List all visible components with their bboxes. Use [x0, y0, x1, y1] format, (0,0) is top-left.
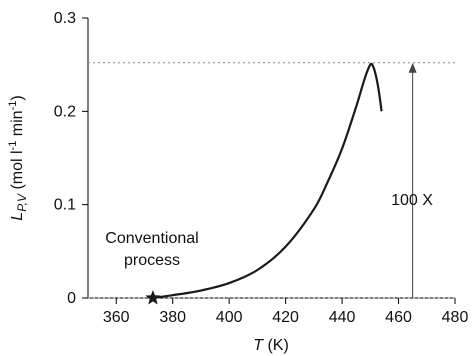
star-marker — [145, 290, 161, 305]
y-tick-label: 0 — [67, 290, 76, 307]
y-tick-label: 0.1 — [54, 197, 76, 214]
marker-group — [145, 290, 161, 305]
x-axis-title: T (K) — [253, 337, 289, 354]
x-tick-label: 460 — [385, 309, 412, 326]
x-tick-label: 360 — [103, 309, 130, 326]
y-tick-label: 0.2 — [54, 103, 76, 120]
arrow-label: 100 X — [391, 192, 433, 209]
x-ticks: 360 380 400 420 440 460 480 — [103, 298, 469, 326]
marker-label-line2: process — [124, 252, 180, 269]
y-tick-label: 0.3 — [54, 10, 76, 27]
y-ticks: 0 0.1 0.2 0.3 — [54, 10, 88, 307]
x-tick-label: 440 — [329, 309, 356, 326]
x-tick-label: 480 — [442, 309, 469, 326]
y-axis-title: LP,V (mol l-1 min-1) — [7, 95, 29, 220]
arrow-group — [408, 62, 417, 298]
x-tick-label: 420 — [272, 309, 299, 326]
x-tick-label: 400 — [216, 309, 243, 326]
marker-label-line1: Conventional — [105, 230, 198, 247]
x-tick-label: 380 — [159, 309, 186, 326]
series-group — [152, 62, 383, 300]
arrow-head — [408, 62, 417, 73]
series-line — [152, 62, 383, 300]
